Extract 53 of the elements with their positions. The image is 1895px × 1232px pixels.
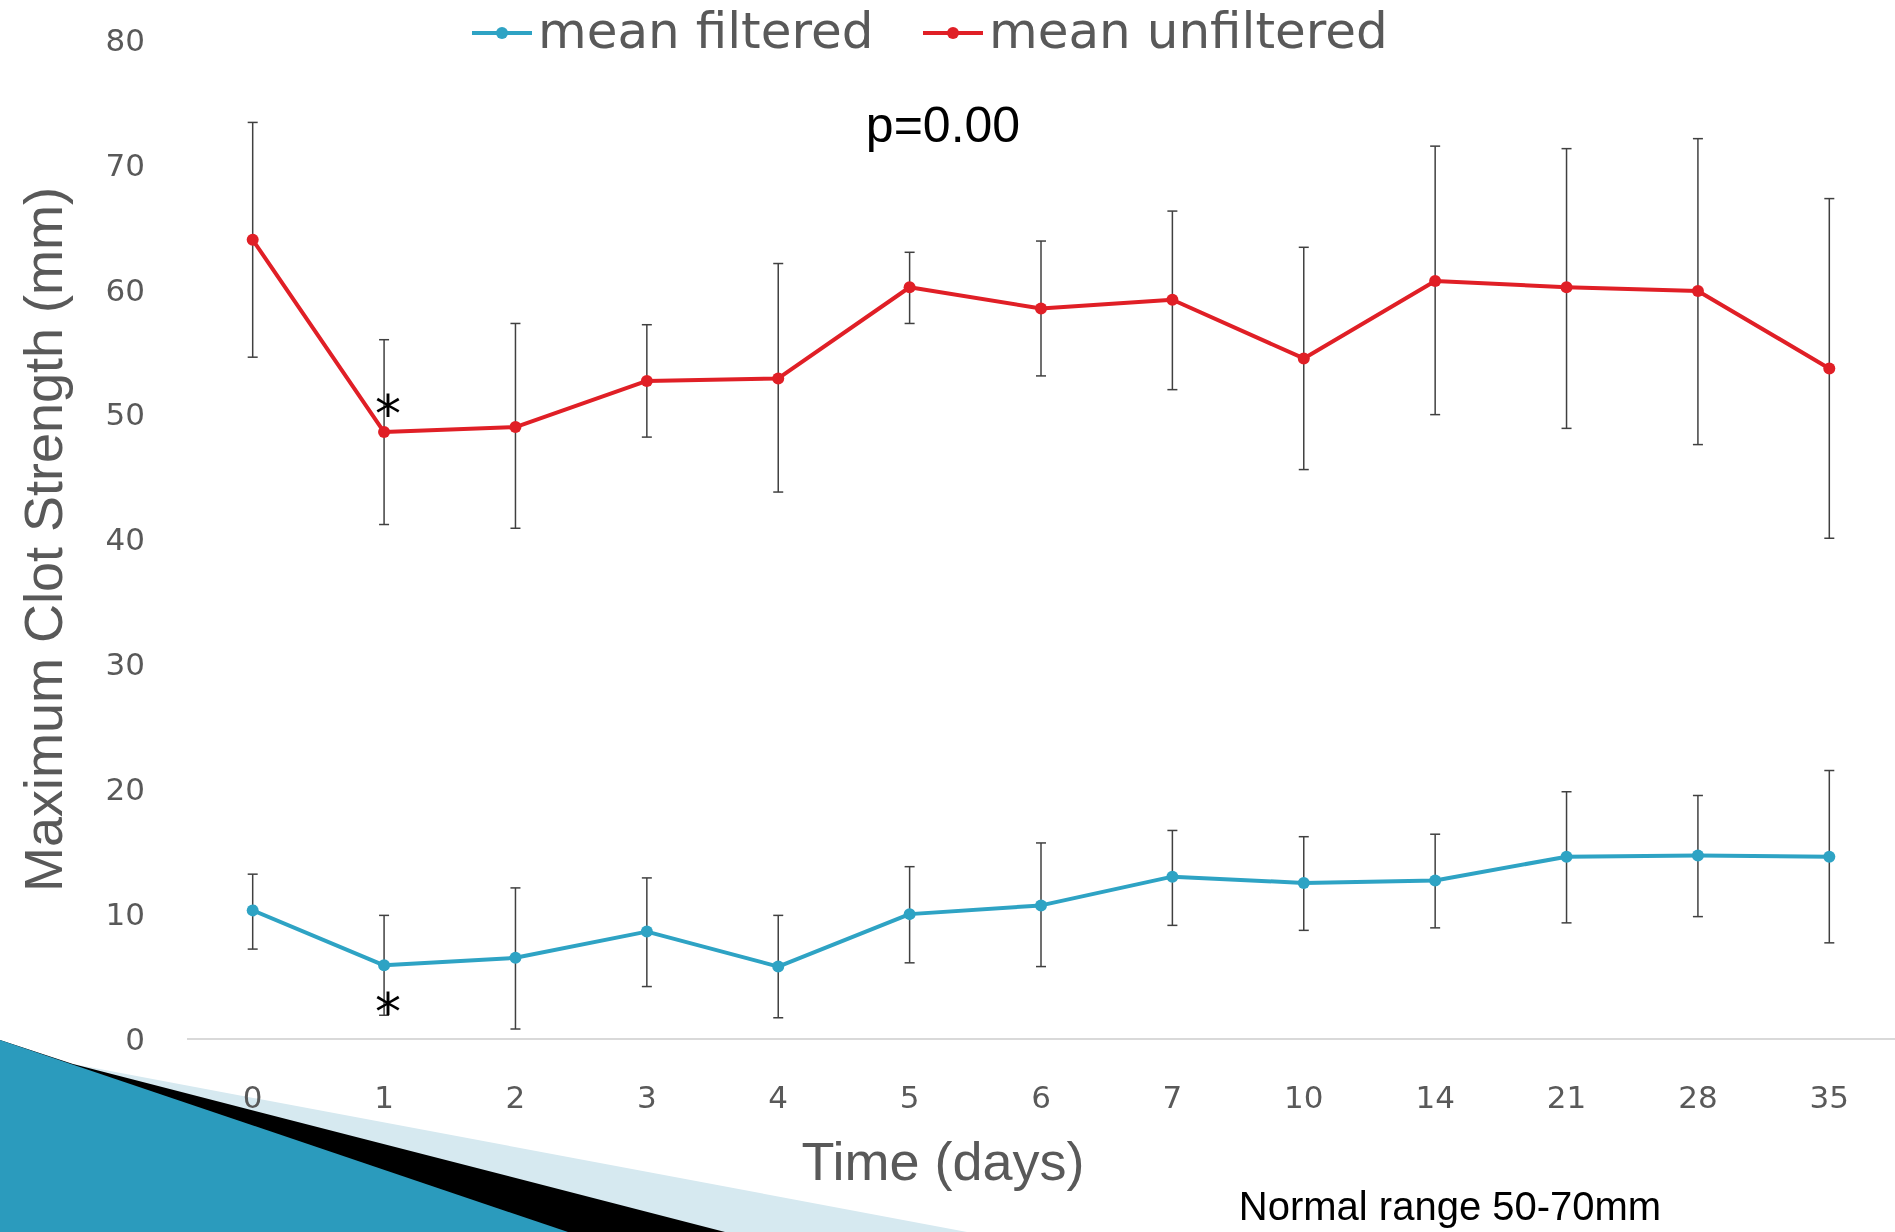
y-tick-label: 60 <box>105 271 145 308</box>
point <box>509 951 522 964</box>
point <box>1297 352 1310 365</box>
point <box>1429 874 1442 887</box>
x-tick-label: 4 <box>768 1079 789 1115</box>
point <box>903 908 916 921</box>
point <box>640 925 653 938</box>
y-axis-title: Maximum Clot Strength (mm) <box>13 186 73 893</box>
annotation: p=0.00 <box>865 97 1021 153</box>
y-tick-label: 50 <box>105 396 145 433</box>
x-axis-title: Time (days) <box>801 1131 1085 1191</box>
x-tick-label: 21 <box>1546 1079 1587 1115</box>
point <box>509 421 522 434</box>
x-tick-label: 7 <box>1162 1079 1183 1115</box>
y-tick-label: 30 <box>105 646 145 683</box>
x-tick-label: 0 <box>242 1079 263 1115</box>
point <box>1429 275 1442 288</box>
text: Normal range 50-70mm <box>1238 1184 1662 1228</box>
x-tick-label: 6 <box>1031 1079 1051 1115</box>
point <box>1297 876 1310 889</box>
point <box>772 372 785 385</box>
x-tick-label: 28 <box>1678 1079 1718 1115</box>
x-tick-label: 5 <box>899 1079 920 1115</box>
point <box>1560 281 1573 294</box>
x-tick-label: 10 <box>1284 1079 1324 1115</box>
point <box>1691 285 1704 297</box>
legend-label: mean filtered <box>538 2 874 60</box>
point <box>772 960 785 973</box>
point <box>1166 293 1179 306</box>
point <box>246 904 259 917</box>
point <box>1691 849 1704 862</box>
point <box>1823 850 1836 863</box>
legend-label: mean unfiltered <box>989 2 1388 60</box>
point <box>640 374 653 387</box>
point <box>378 959 391 972</box>
point <box>246 233 259 246</box>
y-tick-label: 20 <box>105 771 145 808</box>
y-tick-label: 70 <box>105 146 145 183</box>
point <box>1035 899 1047 912</box>
x-tick-label: 2 <box>505 1079 526 1115</box>
x-tick-label: 14 <box>1415 1079 1455 1115</box>
point <box>1166 870 1179 883</box>
point <box>1823 362 1836 375</box>
y-tick-label: 40 <box>105 521 145 558</box>
x-tick-label: 35 <box>1809 1079 1850 1115</box>
y-tick-label: 80 <box>105 21 145 58</box>
y-tick-label: 10 <box>105 895 145 932</box>
y-tick-label: 0 <box>125 1020 145 1057</box>
point <box>1035 302 1047 315</box>
x-tick-label: 1 <box>374 1079 394 1115</box>
x-tick-label: 3 <box>636 1079 657 1115</box>
point <box>1560 850 1573 863</box>
point <box>903 281 916 294</box>
